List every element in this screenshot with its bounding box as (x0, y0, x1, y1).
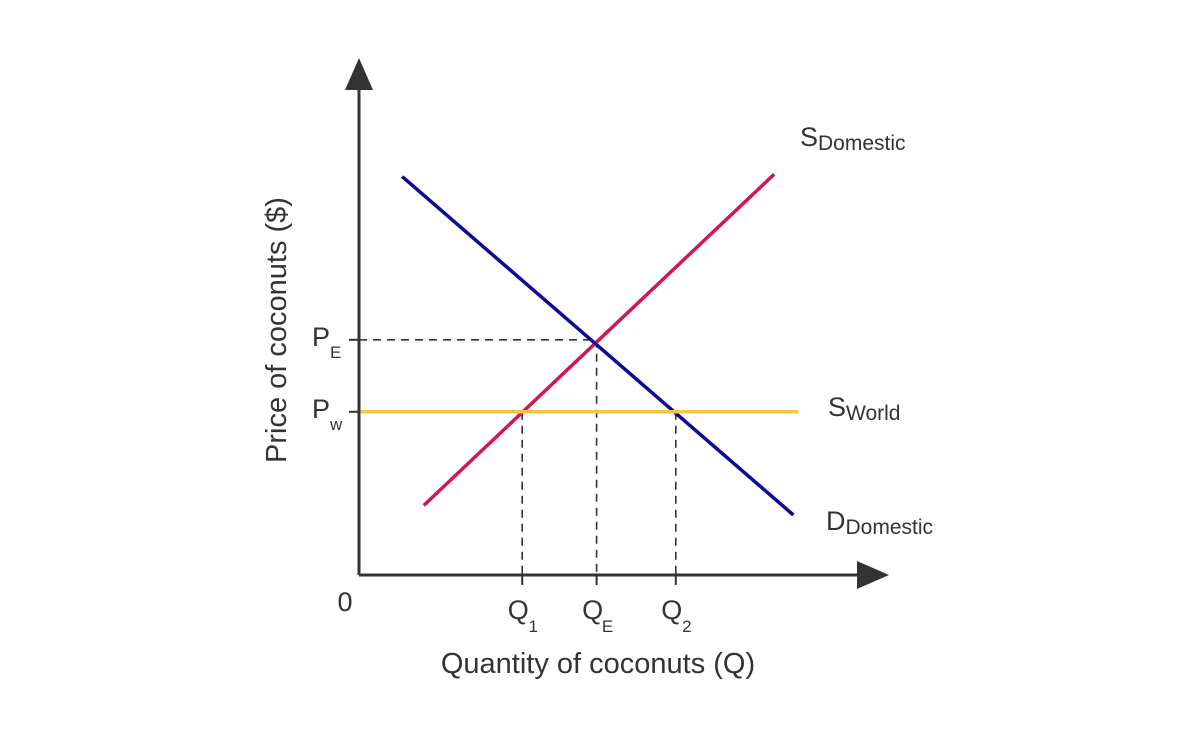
d-domestic-label: DDomestic (826, 506, 933, 539)
q2-label: Q (661, 595, 682, 625)
y-axis-arrow (345, 58, 373, 90)
x-axis-arrow (857, 561, 889, 589)
s-world-label: SWorld (828, 392, 900, 425)
qe-label-sub: E (602, 617, 613, 636)
pw-label-sub: w (329, 415, 343, 434)
q2-label-sub: 2 (682, 617, 691, 636)
guide-lines (359, 338, 677, 575)
pe-label: P (312, 322, 330, 352)
d-domestic-line (401, 175, 795, 517)
y-axis-title: Price of coconuts ($) (261, 197, 293, 463)
series-lines (359, 172, 799, 517)
pw-label: P (312, 394, 330, 424)
q1-label: Q (508, 595, 529, 625)
series-labels: SDomestic DDomestic SWorld (800, 122, 933, 539)
s-domestic-line (422, 172, 776, 507)
qe-label: Q (582, 595, 603, 625)
origin-label: 0 (337, 587, 352, 617)
s-domestic-label: SDomestic (800, 122, 906, 155)
pe-label-sub: E (330, 343, 341, 362)
q1-label-sub: 1 (528, 617, 537, 636)
axes (345, 58, 889, 589)
x-axis-title: Quantity of coconuts (Q) (441, 648, 755, 680)
